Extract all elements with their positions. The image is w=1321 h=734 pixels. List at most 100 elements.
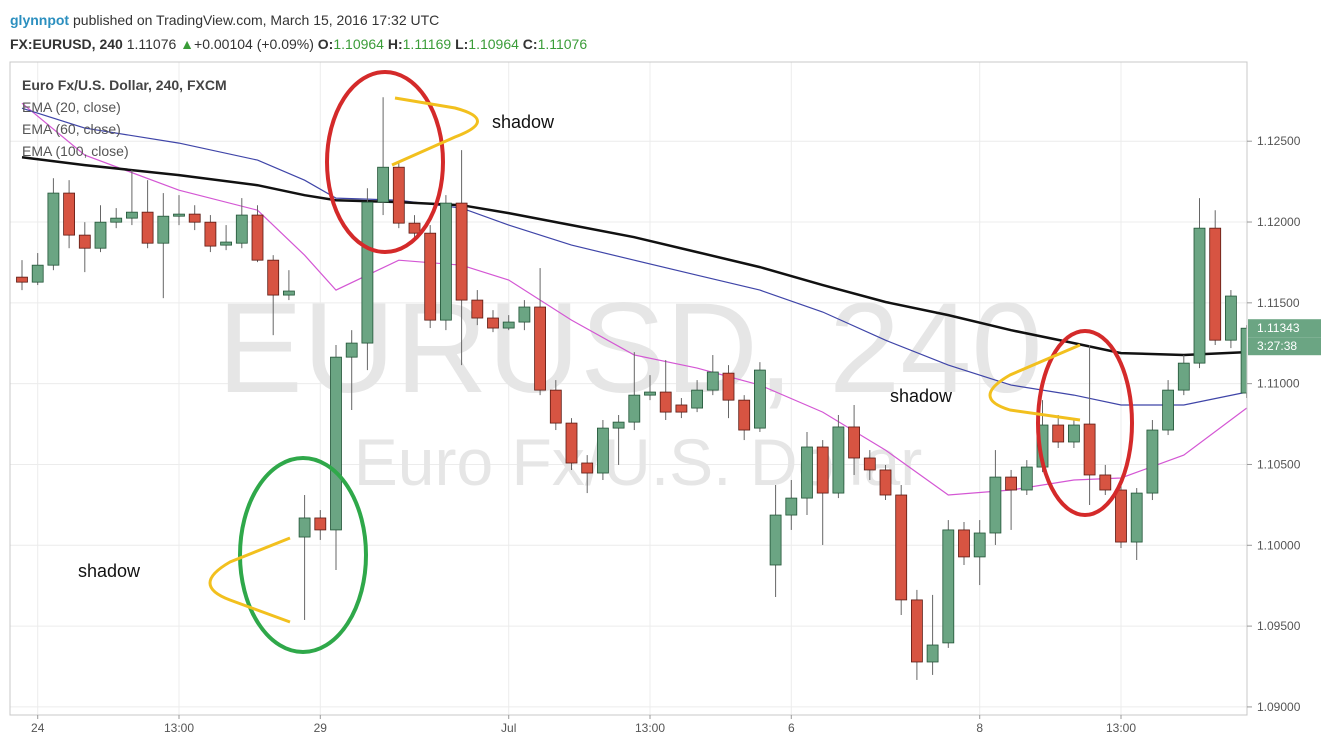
- candle-body: [1130, 492, 1143, 543]
- candle-body: [455, 202, 468, 301]
- candle-body: [659, 391, 672, 413]
- candle-body: [816, 446, 829, 494]
- candle-body: [1225, 295, 1237, 341]
- candle-body: [1052, 424, 1065, 443]
- ohlc-value: 1.11169: [402, 36, 452, 52]
- last-price-box: [1248, 319, 1321, 338]
- candle-body: [1083, 423, 1096, 476]
- y-tick-label: 1.10000: [1257, 538, 1301, 552]
- annotation: shadow: [78, 561, 141, 581]
- header-line: FX:EURUSD, 240 1.11076 ▲+0.00104 (+0.09%…: [10, 32, 587, 56]
- arrow: ▲: [180, 36, 195, 52]
- candle-body: [754, 369, 766, 429]
- candle-body: [439, 202, 452, 321]
- candle-body: [785, 497, 798, 516]
- candle-body: [94, 221, 107, 249]
- candle-body: [31, 264, 44, 283]
- x-tick-label: 29: [314, 721, 328, 734]
- legend-title: Euro Fx/U.S. Dollar, 240, FXCM: [22, 77, 227, 93]
- ohlc-label: C:: [522, 36, 538, 52]
- candle-body: [204, 221, 217, 247]
- candle-body: [408, 222, 421, 234]
- candle-body: [314, 517, 327, 531]
- highlight-circle: [1036, 329, 1134, 517]
- annotations: shadow shadow shadow: [78, 70, 1134, 654]
- candle-body: [989, 476, 1002, 534]
- candle-body: [1209, 227, 1222, 341]
- candle-body: [549, 389, 562, 424]
- user: glynnpot: [10, 12, 70, 28]
- candle-body: [1115, 489, 1127, 543]
- candle-body: [1177, 362, 1190, 391]
- candle-body: [832, 426, 845, 494]
- highlight-circle: [238, 456, 368, 654]
- candle-body: [126, 211, 138, 219]
- candle-body: [863, 457, 876, 471]
- candle-body: [345, 342, 358, 358]
- published: published on TradingView.com, March 15, …: [73, 12, 440, 28]
- candle-body: [220, 241, 233, 246]
- candle-body: [801, 446, 813, 499]
- arrow: [988, 343, 1081, 422]
- candle-body: [597, 427, 609, 474]
- candle-body: [958, 529, 970, 558]
- candle-body: [16, 276, 28, 283]
- candle-body: [188, 213, 201, 223]
- x-tick-label: 13:00: [164, 721, 194, 734]
- legend-entry: EMA (100, close): [22, 143, 129, 159]
- candle-body: [534, 306, 546, 391]
- candle-body: [251, 214, 264, 261]
- ohlc-label: L:: [455, 36, 469, 52]
- ohlc-value: 1.11076: [537, 36, 588, 52]
- countdown-box: [1248, 337, 1321, 356]
- last: 1.11076: [126, 36, 177, 52]
- candle-body: [518, 306, 531, 323]
- x-tick-label: 13:00: [635, 721, 665, 734]
- x-tick-label: 13:00: [1106, 721, 1136, 734]
- header-line: glynnpot published on TradingView.com, M…: [10, 8, 587, 32]
- candle-body: [361, 201, 374, 344]
- candle-body: [738, 399, 751, 431]
- candle-body: [377, 166, 390, 203]
- candle-body: [282, 290, 295, 296]
- candle-body: [942, 529, 955, 644]
- candle-body: [173, 213, 185, 217]
- x-tick-label: 6: [788, 721, 795, 734]
- candle-body: [392, 166, 405, 224]
- ema-line: [21, 107, 1247, 406]
- ohlc-value: 1.10964: [333, 36, 384, 52]
- candle-body: [1099, 474, 1112, 491]
- candle-body: [769, 514, 782, 566]
- candle-body: [565, 422, 578, 464]
- symbol: FX:EURUSD, 240: [10, 36, 123, 52]
- candle-body: [424, 232, 437, 321]
- candle-body: [1020, 466, 1033, 491]
- y-tick-label: 1.12500: [1257, 134, 1301, 148]
- candle-body: [157, 215, 170, 244]
- x-tick-label: 8: [976, 721, 983, 734]
- candle-body: [487, 317, 499, 329]
- legend: Euro Fx/U.S. Dollar, 240, FXCM EMA (20, …: [22, 77, 227, 159]
- candle-body: [644, 391, 656, 396]
- candle-body: [1193, 227, 1206, 364]
- annotation: shadow: [492, 112, 555, 132]
- candle-body: [1146, 429, 1159, 494]
- candle-body: [502, 321, 515, 329]
- axes: 1.09000 1.09500 1.10000 1.10500 1.11000 1.115…: [9, 61, 1321, 734]
- candle-body: [926, 644, 939, 663]
- annotation: shadow: [890, 386, 953, 406]
- candle-body: [879, 469, 892, 496]
- candle-body: [675, 404, 688, 413]
- plot-frame: [9, 61, 1248, 716]
- candle-body: [471, 299, 484, 319]
- countdown-label: 3:27:38: [1257, 339, 1297, 353]
- highlight-circle: [325, 70, 445, 254]
- candle-body: [848, 426, 860, 459]
- ema-line: [21, 155, 1247, 357]
- candle-body: [706, 371, 719, 391]
- candle-body: [895, 494, 908, 601]
- y-tick-label: 1.11500: [1257, 296, 1300, 310]
- y-tick-label: 1.09500: [1257, 619, 1301, 633]
